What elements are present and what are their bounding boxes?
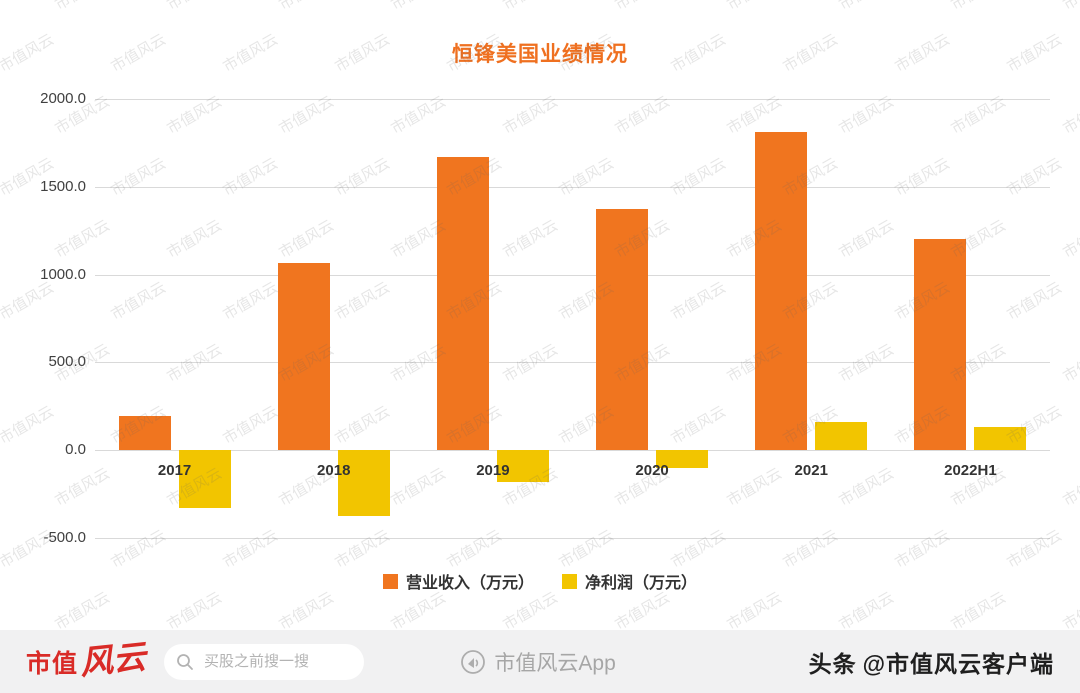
bar-revenue-2021 xyxy=(755,132,808,451)
x-axis-category-label: 2020 xyxy=(635,462,669,480)
gridline xyxy=(95,274,1050,276)
y-axis-tick-label: -500.0 xyxy=(43,529,86,546)
y-axis-tick-label: 500.0 xyxy=(48,353,86,371)
bar-profit-2020 xyxy=(656,450,709,468)
logo-text-script: 风云 xyxy=(78,639,148,683)
bar-profit-2019 xyxy=(496,450,549,482)
footer-bar: 市值 风云 市值风云App 头条 @市值风云客户端 xyxy=(0,630,1080,693)
legend-swatch xyxy=(562,573,577,589)
chart-legend: 营业收入（万元） 净利润（万元） xyxy=(0,566,1080,596)
legend-item: 营业收入（万元） xyxy=(382,569,534,593)
x-axis-category-label: 2018 xyxy=(317,462,351,480)
toutiao-label: 头条 xyxy=(808,650,857,677)
legend-label: 净利润（万元） xyxy=(585,575,698,592)
x-axis-category-label: 2019 xyxy=(476,462,510,480)
bar-revenue-2019 xyxy=(436,156,489,451)
x-axis-category-label: 2017 xyxy=(157,462,192,480)
y-axis-tick-label: 0.0 xyxy=(65,441,86,459)
gridline xyxy=(95,538,1050,539)
legend-label: 营业收入（万元） xyxy=(405,575,534,592)
y-axis-tick-label: 1500.0 xyxy=(40,177,86,195)
chart-title: 恒锋美国业绩情况 xyxy=(452,43,628,66)
bar-profit-2022H1 xyxy=(974,427,1027,451)
y-axis-tick-label: 1000.0 xyxy=(40,265,86,283)
bar-profit-2018 xyxy=(337,450,390,517)
site-logo: 市值 风云 xyxy=(26,639,148,683)
gridline xyxy=(95,186,1050,188)
app-promo: 市值风云App xyxy=(460,647,616,677)
search-icon xyxy=(176,653,194,671)
gridline xyxy=(95,362,1050,364)
bar-chart: 恒锋美国业绩情况 2000.0 1500.0 1000.0 500.0 0.0 -500.… xyxy=(0,43,1080,596)
bar-revenue-2018 xyxy=(277,263,330,451)
bar-profit-2021 xyxy=(815,422,868,451)
bar-revenue-2022H1 xyxy=(914,238,967,451)
legend-item: 净利润（万元） xyxy=(562,569,697,593)
logo-text-primary: 市值 xyxy=(26,650,79,678)
account-label: @市值风云客户端 xyxy=(862,650,1054,677)
x-axis-category-label: 2021 xyxy=(794,462,828,480)
x-axis-category-label: 2022H1 xyxy=(944,462,997,480)
bar-revenue-2017 xyxy=(118,415,171,451)
gridline xyxy=(95,450,1050,452)
toutiao-account: 头条 @市值风云客户端 xyxy=(809,645,1054,679)
search-input[interactable] xyxy=(202,652,357,671)
app-label: 市值风云App xyxy=(494,651,616,675)
bar-revenue-2020 xyxy=(596,208,649,451)
gridline xyxy=(95,99,1050,100)
bar-profit-2017 xyxy=(178,450,231,509)
legend-swatch xyxy=(382,573,398,589)
y-axis-tick-label: 2000.0 xyxy=(40,90,86,107)
app-icon xyxy=(460,649,486,675)
search-box[interactable] xyxy=(164,643,365,680)
